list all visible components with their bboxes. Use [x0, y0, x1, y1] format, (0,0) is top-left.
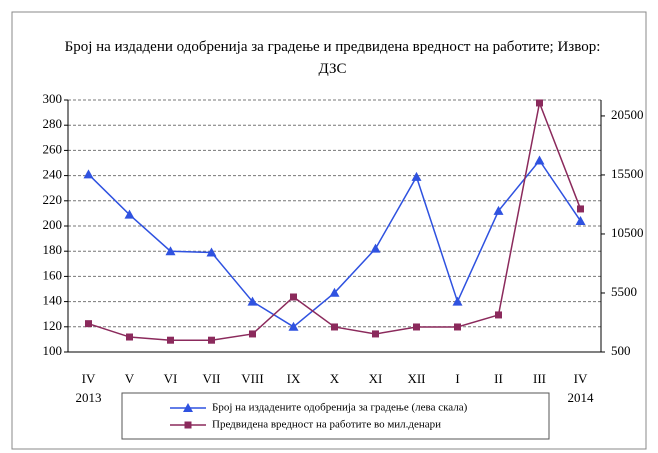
y-tick-label: 220 [43, 192, 63, 207]
x-tick-label: XI [369, 371, 383, 386]
data-point [452, 296, 463, 306]
data-point [493, 205, 504, 215]
x-tick-label: X [330, 371, 340, 386]
data-point [331, 323, 338, 331]
data-point [329, 287, 340, 297]
data-point [495, 311, 502, 319]
x-tick-label: II [494, 371, 503, 386]
y2-tick-label: 10500 [611, 225, 644, 240]
y2-tick-label: 500 [611, 343, 631, 358]
data-point [85, 320, 92, 328]
legend-marker [183, 403, 193, 412]
y-tick-label: 260 [43, 141, 63, 156]
data-point [124, 209, 135, 219]
y-tick-label: 200 [43, 217, 63, 232]
year-label: 2014 [568, 390, 595, 405]
data-point [165, 246, 176, 256]
data-point [288, 321, 299, 331]
data-point [372, 330, 379, 338]
data-point [290, 293, 297, 301]
y-tick-label: 180 [43, 242, 63, 257]
legend-box [121, 392, 550, 440]
data-point [167, 336, 174, 344]
y-tick-label: 300 [43, 91, 63, 106]
x-tick-label: VI [164, 371, 178, 386]
data-point [536, 99, 543, 107]
y-tick-label: 120 [43, 318, 63, 333]
data-point [249, 330, 256, 338]
data-point [247, 296, 258, 306]
x-tick-label: I [455, 371, 459, 386]
y-tick-label: 100 [43, 343, 63, 358]
chart-border [11, 11, 647, 450]
data-point [454, 323, 461, 331]
x-tick-label: XII [407, 371, 425, 386]
chart-title: Број на издадени одобренија за градење и… [64, 39, 601, 77]
legend-label: Предвидена вредност на работите во мил.д… [212, 419, 441, 431]
x-tick-label: IV [574, 371, 588, 386]
y-tick-label: 160 [43, 267, 63, 282]
x-tick-label: IX [287, 371, 301, 386]
y-tick-label: 140 [43, 293, 63, 308]
data-point [577, 205, 584, 213]
data-point [126, 333, 133, 341]
data-point [575, 215, 586, 225]
y-tick-label: 240 [43, 167, 63, 182]
data-point [83, 169, 94, 179]
y-tick-label: 280 [43, 116, 63, 131]
legend-marker [184, 421, 192, 429]
x-tick-label: V [125, 371, 135, 386]
x-tick-label: VII [202, 371, 220, 386]
x-tick-label: IV [82, 371, 96, 386]
data-point [208, 336, 215, 344]
data-point [413, 323, 420, 331]
y2-tick-label: 20500 [611, 107, 644, 122]
data-point [411, 171, 422, 181]
data-point [206, 247, 217, 257]
y2-tick-label: 5500 [611, 284, 637, 299]
x-tick-label: III [533, 371, 546, 386]
y2-tick-label: 15500 [611, 166, 644, 181]
legend-label: Број на издадените одобренија за градење… [212, 402, 468, 414]
x-tick-label: VIII [241, 371, 263, 386]
year-label: 2013 [76, 390, 102, 405]
data-point [370, 243, 381, 253]
data-point [534, 155, 545, 165]
